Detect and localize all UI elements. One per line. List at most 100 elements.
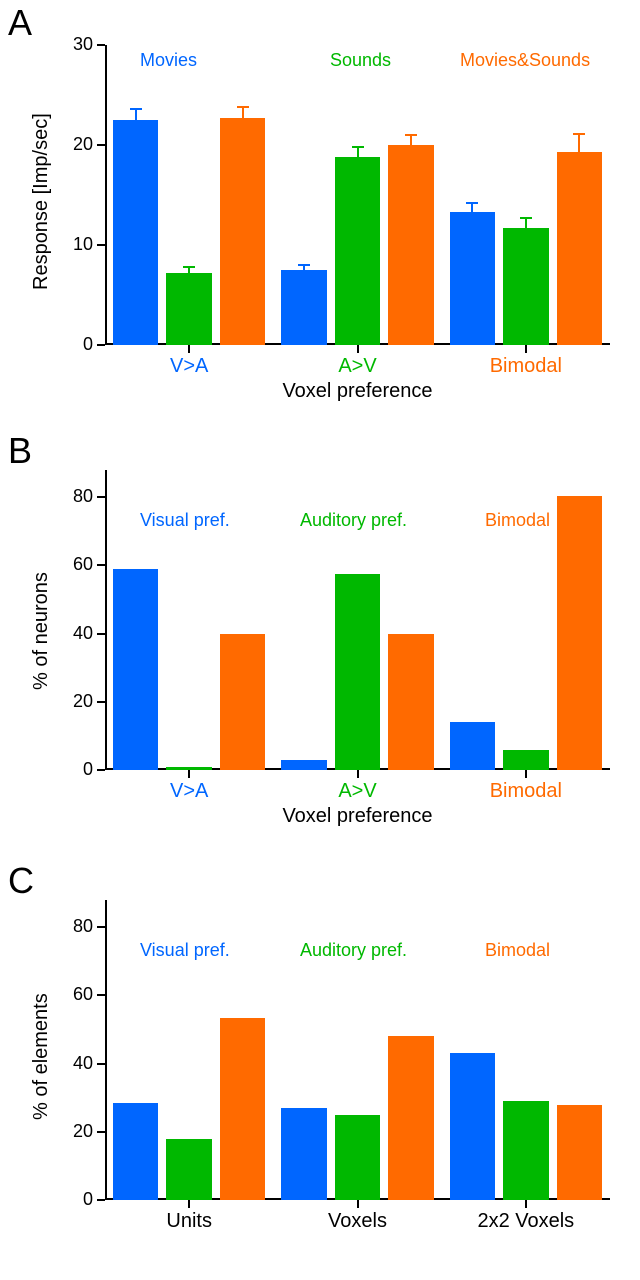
x-tick	[188, 1200, 190, 1208]
y-tick	[97, 994, 105, 996]
y-tick-label: 80	[55, 916, 93, 937]
y-tick	[97, 701, 105, 703]
y-tick-label: 20	[55, 1121, 93, 1142]
panel-a-ylabel: Response [Imp/sec]	[30, 113, 53, 290]
bar	[388, 145, 433, 345]
bar	[166, 273, 211, 345]
x-tick	[188, 345, 190, 353]
bar	[220, 1018, 265, 1200]
category-label: Bimodal	[442, 780, 610, 803]
y-tick-label: 20	[55, 134, 93, 155]
error-cap	[130, 108, 142, 110]
legend-label: Visual pref.	[140, 510, 230, 531]
error-cap	[237, 106, 249, 108]
y-tick-label: 30	[55, 34, 93, 55]
bar	[335, 1115, 380, 1200]
y-tick	[97, 496, 105, 498]
panel-b: B 020406080V>AA>VBimodalVisual pref.Audi…	[0, 430, 640, 850]
x-tick	[357, 770, 359, 778]
error-cap	[352, 146, 364, 148]
error-cap	[520, 217, 532, 219]
category-label: Voxels	[273, 1210, 441, 1233]
legend-label: Sounds	[330, 50, 391, 71]
x-tick	[525, 1200, 527, 1208]
y-tick	[97, 244, 105, 246]
panel-a-label: A	[8, 2, 32, 44]
bar	[113, 1103, 158, 1200]
bar	[281, 760, 326, 770]
legend-label: Movies&Sounds	[460, 50, 590, 71]
bar	[557, 496, 602, 770]
y-axis	[105, 45, 107, 345]
panel-c-chart: 020406080UnitsVoxels2x2 VoxelsVisual pre…	[105, 900, 610, 1200]
y-tick	[97, 769, 105, 771]
y-axis	[105, 470, 107, 770]
y-tick	[97, 633, 105, 635]
panel-a-xlabel: Voxel preference	[105, 380, 610, 403]
x-tick	[525, 345, 527, 353]
panel-b-chart: 020406080V>AA>VBimodalVisual pref.Audito…	[105, 470, 610, 770]
panel-b-ylabel: % of neurons	[30, 572, 53, 690]
panel-a-chart: 0102030V>AA>VBimodalMoviesSoundsMovies&S…	[105, 45, 610, 345]
y-tick-label: 60	[55, 554, 93, 575]
figure-root: A 0102030V>AA>VBimodalMoviesSoundsMovies…	[0, 0, 640, 1280]
bar	[557, 152, 602, 345]
category-label: A>V	[273, 780, 441, 803]
bar	[503, 750, 548, 770]
category-label: Bimodal	[442, 355, 610, 378]
legend-label: Bimodal	[485, 940, 550, 961]
y-tick	[97, 926, 105, 928]
bar	[388, 634, 433, 770]
bar	[220, 634, 265, 770]
panel-c-ylabel: % of elements	[30, 993, 53, 1120]
y-tick	[97, 1063, 105, 1065]
error-bar	[578, 133, 580, 152]
category-label: Units	[105, 1210, 273, 1233]
panel-c-label: C	[8, 860, 34, 902]
legend-label: Movies	[140, 50, 197, 71]
bar	[166, 1139, 211, 1200]
bar	[450, 1053, 495, 1200]
legend-label: Visual pref.	[140, 940, 230, 961]
bar	[281, 270, 326, 345]
legend-label: Auditory pref.	[300, 940, 407, 961]
y-tick-label: 10	[55, 234, 93, 255]
bar	[281, 1108, 326, 1200]
error-cap	[298, 264, 310, 266]
y-tick-label: 80	[55, 486, 93, 507]
y-tick	[97, 1131, 105, 1133]
error-cap	[405, 134, 417, 136]
error-cap	[466, 202, 478, 204]
y-tick-label: 0	[55, 1189, 93, 1210]
bar	[450, 212, 495, 345]
y-tick-label: 40	[55, 623, 93, 644]
x-tick	[357, 1200, 359, 1208]
y-tick-label: 20	[55, 691, 93, 712]
panel-b-xlabel: Voxel preference	[105, 805, 610, 828]
error-cap	[183, 266, 195, 268]
y-tick	[97, 344, 105, 346]
category-label: V>A	[105, 780, 273, 803]
panel-a: A 0102030V>AA>VBimodalMoviesSoundsMovies…	[0, 0, 640, 420]
bar	[388, 1036, 433, 1200]
bar	[113, 120, 158, 345]
legend-label: Auditory pref.	[300, 510, 407, 531]
category-label: V>A	[105, 355, 273, 378]
x-tick	[357, 345, 359, 353]
category-label: A>V	[273, 355, 441, 378]
error-cap	[573, 133, 585, 135]
bar	[450, 722, 495, 770]
x-tick	[525, 770, 527, 778]
bar	[557, 1105, 602, 1200]
panel-c: C 020406080UnitsVoxels2x2 VoxelsVisual p…	[0, 860, 640, 1270]
bar	[335, 574, 380, 770]
y-tick	[97, 144, 105, 146]
y-tick	[97, 1199, 105, 1201]
bar	[220, 118, 265, 345]
panel-b-label: B	[8, 430, 32, 472]
bar	[503, 228, 548, 345]
y-tick-label: 0	[55, 759, 93, 780]
legend-label: Bimodal	[485, 510, 550, 531]
y-axis	[105, 900, 107, 1200]
y-tick-label: 60	[55, 984, 93, 1005]
